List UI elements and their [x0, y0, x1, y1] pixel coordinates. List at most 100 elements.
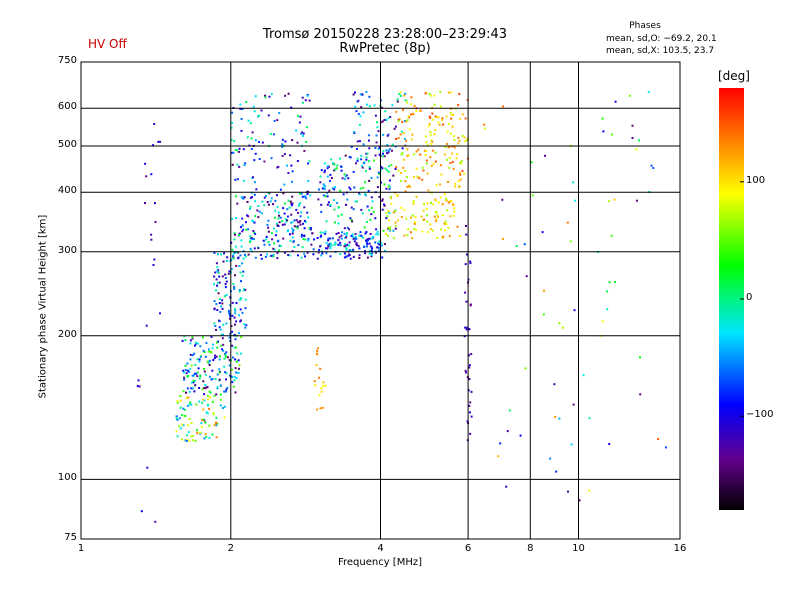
- data-point: [225, 259, 228, 262]
- data-point: [229, 315, 232, 318]
- data-point: [451, 160, 454, 163]
- data-point: [243, 323, 246, 326]
- data-point: [191, 439, 194, 442]
- status-label: HV Off: [88, 37, 127, 51]
- data-point: [381, 256, 384, 259]
- data-point: [352, 93, 355, 96]
- data-point: [228, 270, 231, 273]
- data-point: [385, 149, 388, 152]
- data-point: [266, 201, 269, 203]
- data-point: [216, 270, 219, 273]
- data-point: [329, 179, 331, 182]
- data-point: [326, 192, 329, 194]
- data-point: [320, 387, 323, 390]
- data-point: [270, 157, 273, 160]
- data-point: [322, 183, 325, 186]
- data-point: [444, 220, 447, 223]
- data-point: [367, 189, 370, 192]
- data-point: [303, 149, 306, 152]
- data-point: [318, 376, 321, 379]
- data-point: [353, 240, 356, 243]
- data-point: [272, 247, 275, 250]
- data-point: [219, 393, 222, 396]
- data-point: [339, 253, 342, 256]
- data-point: [232, 282, 235, 285]
- data-point: [289, 233, 291, 236]
- data-point: [403, 137, 406, 140]
- data-point: [501, 238, 504, 240]
- data-point: [435, 220, 438, 223]
- data-point: [350, 235, 353, 237]
- data-point: [378, 240, 381, 243]
- data-point: [277, 217, 280, 220]
- data-point: [348, 254, 351, 256]
- data-point: [608, 200, 611, 203]
- data-point: [223, 365, 226, 368]
- data-point: [386, 169, 388, 172]
- data-point: [352, 237, 355, 240]
- data-point: [270, 232, 273, 235]
- data-point: [406, 234, 409, 237]
- data-point: [470, 390, 473, 393]
- data-point: [327, 165, 330, 168]
- data-point: [267, 241, 270, 244]
- data-point: [235, 360, 238, 363]
- data-point: [228, 309, 230, 312]
- data-point: [469, 411, 471, 414]
- data-point: [301, 246, 304, 249]
- data-point: [303, 206, 306, 209]
- data-point: [425, 208, 428, 210]
- data-point: [214, 325, 217, 327]
- data-point: [385, 187, 388, 190]
- data-point: [214, 378, 217, 380]
- data-point: [359, 93, 362, 96]
- data-point: [224, 355, 227, 358]
- data-point: [354, 233, 357, 236]
- data-point: [311, 232, 314, 235]
- data-point: [269, 200, 272, 203]
- data-point: [205, 411, 208, 414]
- data-point: [329, 237, 332, 240]
- data-point: [392, 211, 395, 214]
- data-point: [244, 288, 247, 291]
- data-point: [288, 254, 291, 257]
- data-point: [375, 233, 378, 236]
- data-point: [367, 238, 370, 241]
- data-point: [304, 255, 306, 258]
- data-point: [359, 115, 362, 118]
- y-tick-label: 200: [57, 328, 77, 340]
- data-point: [232, 252, 235, 255]
- data-point: [387, 165, 390, 168]
- data-point: [197, 367, 200, 370]
- data-point: [238, 364, 241, 367]
- data-point: [483, 127, 486, 130]
- data-point: [425, 162, 428, 165]
- data-point: [138, 385, 141, 388]
- data-point: [263, 204, 266, 207]
- data-point: [368, 179, 371, 182]
- data-point: [364, 194, 367, 197]
- data-point: [469, 304, 472, 307]
- data-point: [381, 198, 384, 201]
- stats-o-mode: mean, sd,O: −69.2, 20.1: [606, 34, 717, 44]
- data-point: [233, 286, 236, 289]
- data-point: [202, 418, 205, 421]
- data-point: [448, 146, 451, 148]
- data-point: [222, 260, 225, 263]
- data-point: [329, 173, 332, 176]
- data-point: [273, 119, 276, 122]
- data-point: [296, 160, 299, 162]
- data-point: [246, 136, 249, 139]
- data-point: [300, 192, 303, 195]
- data-point: [367, 160, 370, 163]
- data-point: [364, 193, 367, 196]
- data-point: [223, 252, 226, 255]
- data-point: [293, 225, 296, 228]
- data-point: [329, 242, 332, 245]
- data-point: [406, 148, 409, 151]
- data-point: [243, 253, 246, 256]
- data-points: [136, 91, 667, 523]
- data-point: [354, 105, 357, 108]
- data-point: [225, 378, 227, 381]
- data-point: [601, 320, 604, 323]
